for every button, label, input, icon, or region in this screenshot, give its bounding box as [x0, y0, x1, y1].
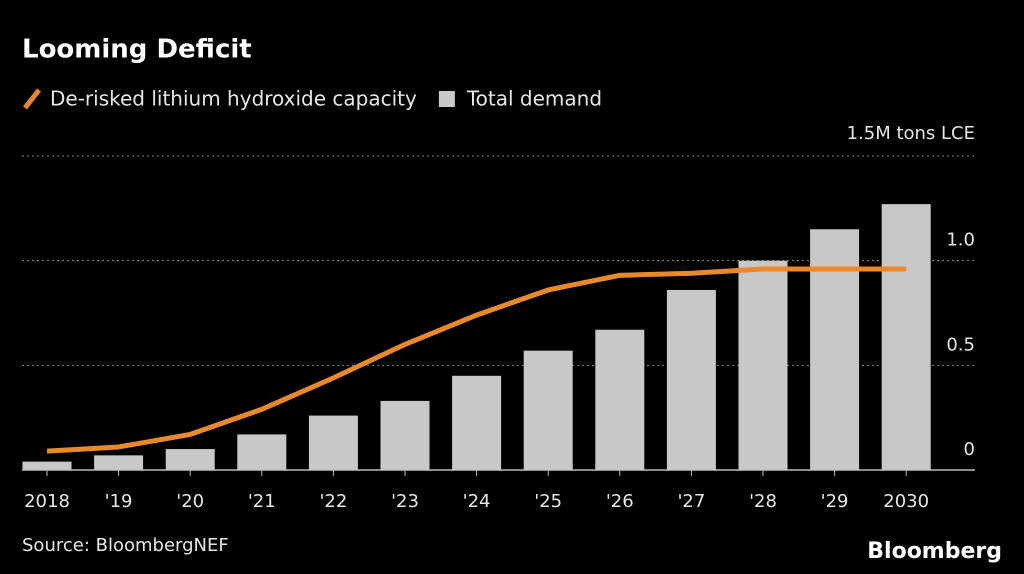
source: Source: BloombergNEF	[22, 535, 229, 556]
chart-title: Looming Deficit	[22, 35, 252, 65]
legend-label: Total demand	[466, 87, 602, 111]
bar	[22, 461, 72, 470]
x-tick-label: '21	[248, 491, 276, 512]
y-tick-label: 1.0	[946, 230, 975, 251]
bar	[165, 449, 215, 470]
legend-swatch	[23, 88, 41, 110]
x-tick-label: '20	[176, 491, 204, 512]
bar	[595, 329, 645, 470]
bar	[738, 260, 788, 470]
bar	[237, 434, 287, 470]
line	[46, 266, 907, 454]
bar	[881, 204, 931, 470]
y-tick-label: 1.5M tons LCE	[847, 123, 975, 144]
x-tick-label: '27	[677, 491, 705, 512]
x-tick-label: '29	[821, 491, 849, 512]
x-tick-label: '23	[391, 491, 419, 512]
legend-label: De-risked lithium hydroxide capacity	[50, 87, 417, 111]
x-tick-label: '28	[749, 491, 777, 512]
bar	[308, 415, 358, 470]
legend-swatch	[438, 91, 455, 107]
x-tick-label: '19	[105, 491, 133, 512]
y-tick-label: 0	[964, 439, 975, 460]
x-tick-label: 2018	[24, 491, 70, 512]
bar	[452, 375, 502, 470]
brand: Bloomberg	[867, 539, 1002, 564]
x-tick-label: 2030	[883, 491, 929, 512]
x-tick-label: '24	[463, 491, 491, 512]
y-tick-label: 0.5	[946, 334, 975, 355]
x-tick-label: '25	[534, 491, 562, 512]
bar	[666, 289, 716, 470]
bar	[94, 455, 144, 470]
x-tick-label: '22	[319, 491, 347, 512]
bar	[810, 229, 860, 470]
bar	[523, 350, 573, 470]
x-tick-label: '26	[606, 491, 634, 512]
bar	[380, 400, 430, 470]
